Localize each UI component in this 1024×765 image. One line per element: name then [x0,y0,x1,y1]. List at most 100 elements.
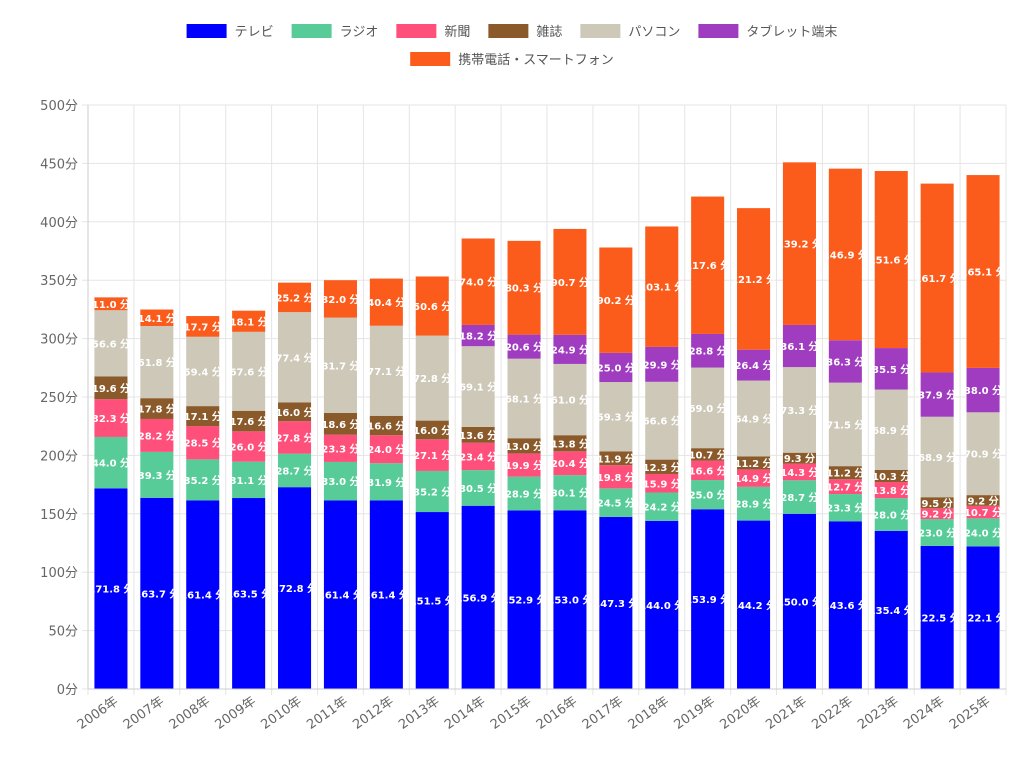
x-tick-label: 2008年 [167,694,213,733]
data-label: 9.3 分 [784,452,815,465]
bar-segment [920,508,954,520]
data-label: 13.0 分 [505,440,543,453]
bar-segment [737,520,771,689]
bar-segment [278,402,312,422]
data-label: 144.2 分 [731,599,776,612]
data-label: 161.4 分 [180,589,225,602]
bar-segment [645,226,679,347]
data-label: 17.1 分 [184,410,222,423]
bar-segment [507,476,541,511]
bar-segment [278,487,312,689]
data-label: 70.9 分 [964,448,1002,461]
data-label: 135.4 分 [869,604,914,617]
data-label: 26.0 分 [230,441,268,454]
data-label: 16.0 分 [275,406,313,419]
data-label: 44.0 分 [92,457,130,470]
bar-segment [278,453,312,488]
bar-segment [782,463,816,481]
bar-segment [232,498,266,689]
bars [94,162,1000,689]
legend-label: 携帯電話・スマートフォン [458,52,614,68]
data-label: 10.3 分 [872,470,910,483]
y-tick-label: 300分 [40,333,78,348]
x-tick-label: 2012年 [350,694,396,733]
bar-segment [553,435,587,452]
bar-segment [691,196,725,334]
bar-segment [874,170,908,349]
x-tick-label: 2024年 [901,694,947,733]
bar-segment [782,452,816,464]
legend-label: パソコン [628,25,680,40]
data-label: 32.3 分 [92,412,130,425]
bar-segment [323,280,357,318]
bar-segment [553,451,587,476]
x-tick-label: 2017年 [580,694,626,733]
bar-segment [691,509,725,689]
x-tick-label: 2009年 [213,694,259,733]
data-label: 38.0 分 [964,384,1002,397]
bar-segment [461,238,495,325]
data-label: 122.1 分 [960,612,1005,625]
data-label: 23.4 分 [459,450,497,463]
data-label: 19.6 分 [92,382,130,395]
y-tick-label: 100分 [40,566,78,581]
bar-segment [507,510,541,689]
x-tick-label: 2010年 [258,694,304,733]
data-label: 156.9 分 [456,591,501,604]
bar-segment [920,545,954,689]
data-label: 71.5 分 [826,418,864,431]
data-label: 19.8 分 [597,471,635,484]
data-label: 18.1 分 [230,315,268,328]
bar-segment [874,530,908,689]
bar-segment [737,469,771,487]
x-tick-label: 2020年 [717,694,763,733]
y-tick-label: 400分 [40,216,78,231]
y-tick-label: 0分 [57,683,78,698]
data-label: 144.0 分 [639,599,684,612]
bar-segment [737,486,771,521]
data-label: 56.6 分 [92,337,130,350]
x-tick-label: 2016年 [534,694,580,733]
bar-segment [461,346,495,427]
bar-segment [369,500,403,689]
data-label: 9.2 分 [922,508,953,521]
bar-segment [186,426,220,460]
data-label: 17.6 分 [230,415,268,428]
legend-label: 新聞 [444,24,470,40]
data-label: 161.7 分 [915,272,960,285]
data-label: 13.6 分 [459,429,497,442]
bar-segment [737,349,771,381]
data-label: 143.6 分 [823,599,868,612]
bar-segment [369,415,403,436]
data-label: 35.2 分 [184,474,222,487]
bar-segment [507,453,541,477]
legend-item: 雑誌 [488,24,562,40]
bar-segment [94,436,128,489]
data-label: 35.5 分 [872,363,910,376]
data-label: 16.6 分 [367,419,405,432]
data-label: 14.9 分 [734,472,772,485]
data-label: 27.8 分 [275,431,313,444]
bar-segment [415,512,449,689]
x-tick-label: 2014年 [442,694,488,733]
data-label: 68.9 分 [918,451,956,464]
data-label: 25.0 分 [689,489,727,502]
bar-segment [278,282,312,313]
legend-swatch [488,24,529,38]
legend-item: タブレット端末 [698,24,837,40]
data-label: 151.5 分 [410,595,455,608]
bar-segment [966,546,1000,689]
data-label: 11.9 分 [597,452,635,465]
data-label: 122.5 分 [915,611,960,624]
data-label: 40.4 分 [367,296,405,309]
legend-item: 新聞 [396,24,470,40]
bar-segment [94,297,128,311]
data-label: 66.6 分 [643,415,681,428]
bar-segment [461,470,495,506]
legend-item: 携帯電話・スマートフォン [410,52,614,68]
data-label: 18.6 分 [321,418,359,431]
bar-segment [645,346,679,382]
data-label: 17.8 分 [138,403,176,416]
data-label: 28.8 分 [689,345,727,358]
